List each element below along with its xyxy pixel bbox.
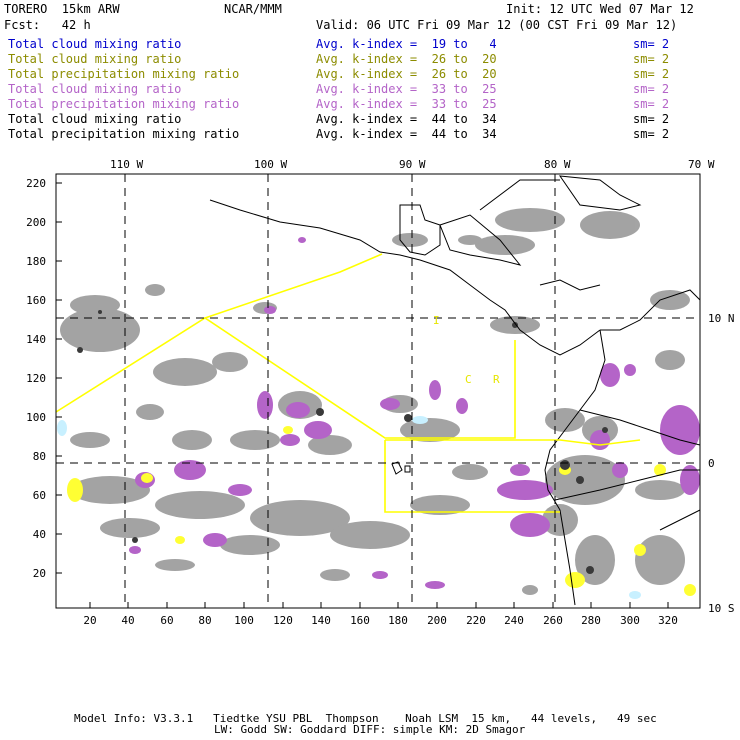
- lat-label: 10 S: [708, 602, 735, 615]
- graticule: [56, 174, 700, 608]
- legend-sm: sm= 2: [633, 97, 670, 111]
- center-label: NCAR/MMM: [224, 2, 282, 16]
- x-tick-label: 80: [198, 614, 211, 627]
- x-tick-label: 260: [543, 614, 563, 627]
- legend-field: Total precipitation mixing ratio: [8, 127, 240, 141]
- lon-label: 100 W: [254, 158, 287, 171]
- region-label: C: [465, 373, 472, 386]
- x-tick-label: 320: [658, 614, 678, 627]
- legend-kindex: Avg. k-index = 44 to 34: [316, 112, 497, 126]
- cloud-field-yellow: [67, 426, 696, 596]
- lat-label: 10 N: [708, 312, 735, 325]
- lat-label: 0: [708, 457, 715, 470]
- y-tick-label: 100: [26, 411, 46, 424]
- region-label: I: [433, 314, 440, 327]
- x-tick-label: 120: [273, 614, 293, 627]
- legend-kindex: Avg. k-index = 33 to 25: [316, 97, 497, 111]
- legend-kindex: Avg. k-index = 33 to 25: [316, 82, 497, 96]
- y-tick-label: 160: [26, 294, 46, 307]
- y-tick-label: 200: [26, 216, 46, 229]
- legend-field: Total cloud mixing ratio: [8, 82, 182, 96]
- lon-label: 70 W: [688, 158, 715, 171]
- y-tick-label: 40: [33, 528, 46, 541]
- x-tick-label: 40: [121, 614, 134, 627]
- map-frame: [55, 173, 701, 609]
- cloud-field-cyan: [57, 416, 641, 599]
- x-tick-label: 280: [581, 614, 601, 627]
- x-tick-label: 180: [388, 614, 408, 627]
- cloud-field-purple: [129, 237, 700, 589]
- x-tick-label: 220: [466, 614, 486, 627]
- coastline: [209, 175, 701, 606]
- legend-field: Total precipitation mixing ratio: [8, 97, 240, 111]
- model-title: TORERO 15km ARW: [4, 2, 120, 16]
- legend-sm: sm= 2: [633, 67, 670, 81]
- x-tick-label: 300: [620, 614, 640, 627]
- lon-label: 110 W: [110, 158, 143, 171]
- y-tick-label: 80: [33, 450, 46, 463]
- x-tick-label: 60: [160, 614, 173, 627]
- y-tick-label: 20: [33, 567, 46, 580]
- legend-field: Total cloud mixing ratio: [8, 52, 182, 66]
- x-tick-label: 160: [350, 614, 370, 627]
- legend-sm: sm= 2: [633, 37, 670, 51]
- physics-info: LW: Godd SW: Goddard DIFF: simple KM: 2D…: [214, 723, 526, 736]
- legend-sm: sm= 2: [633, 112, 670, 126]
- x-tick-label: 100: [234, 614, 254, 627]
- x-tick-label: 200: [427, 614, 447, 627]
- legend-field: Total precipitation mixing ratio: [8, 67, 240, 81]
- y-tick-label: 60: [33, 489, 46, 502]
- analysis-boundary: [55, 253, 641, 513]
- init-time: Init: 12 UTC Wed 07 Mar 12: [506, 2, 694, 16]
- legend-field: Total cloud mixing ratio: [8, 37, 182, 51]
- y-tick-label: 120: [26, 372, 46, 385]
- legend-sm: sm= 2: [633, 127, 670, 141]
- model-info: Model Info: V3.3.1 Tiedtke YSU PBL Thomp…: [74, 712, 657, 725]
- lon-label: 80 W: [544, 158, 571, 171]
- legend-kindex: Avg. k-index = 19 to 4: [316, 37, 497, 51]
- lon-label: 90 W: [399, 158, 426, 171]
- legend-kindex: Avg. k-index = 26 to 20: [316, 67, 497, 81]
- x-tick-label: 240: [504, 614, 524, 627]
- legend-kindex: Avg. k-index = 26 to 20: [316, 52, 497, 66]
- y-tick-label: 220: [26, 177, 46, 190]
- x-tick-label: 140: [311, 614, 331, 627]
- legend-field: Total cloud mixing ratio: [8, 112, 182, 126]
- region-label: R: [493, 373, 500, 386]
- y-axis-ticks: [56, 182, 62, 574]
- forecast-hour: Fcst: 42 h: [4, 18, 91, 32]
- legend-kindex: Avg. k-index = 44 to 34: [316, 127, 497, 141]
- y-tick-label: 140: [26, 333, 46, 346]
- valid-time: Valid: 06 UTC Fri 09 Mar 12 (00 CST Fri …: [316, 18, 678, 32]
- legend-sm: sm= 2: [633, 52, 670, 66]
- y-tick-label: 180: [26, 255, 46, 268]
- legend-sm: sm= 2: [633, 82, 670, 96]
- x-axis-ticks: [89, 602, 669, 608]
- cloud-field-gray: [60, 208, 690, 595]
- x-tick-label: 20: [83, 614, 96, 627]
